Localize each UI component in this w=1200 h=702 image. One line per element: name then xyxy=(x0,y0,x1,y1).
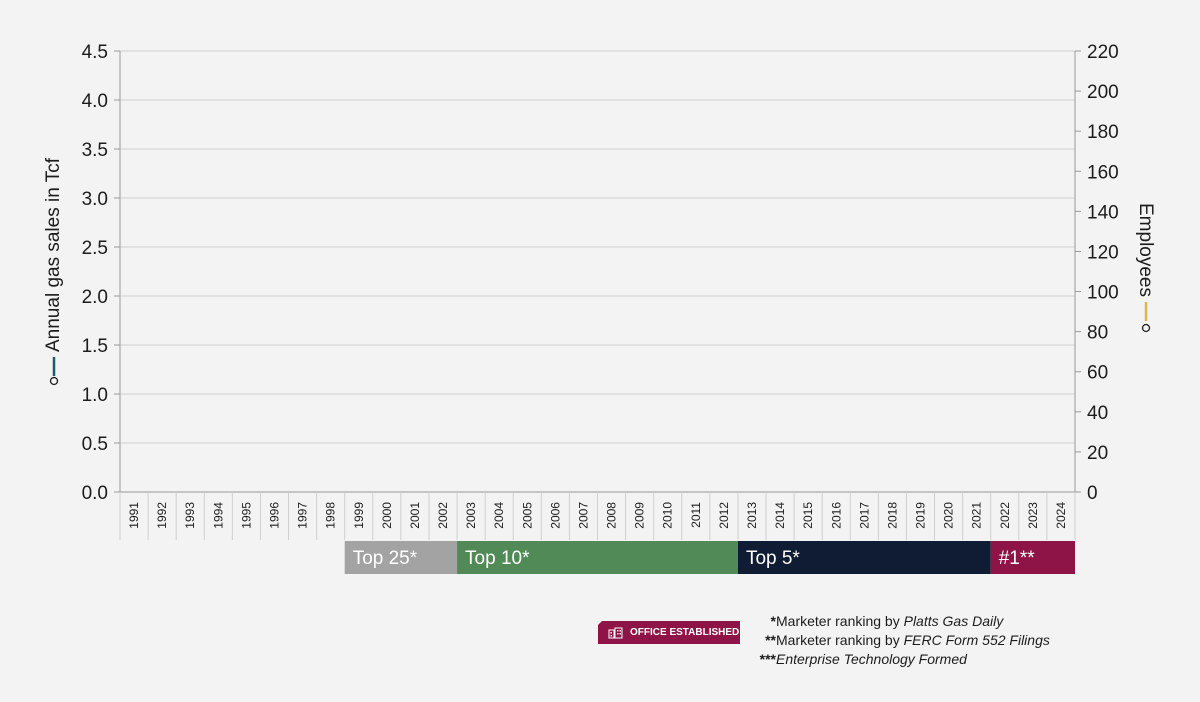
x-tick-label: 2002 xyxy=(436,502,450,529)
x-tick-label: 1995 xyxy=(239,502,253,529)
x-tick-label: 2008 xyxy=(605,502,619,529)
x-tick-label: 2001 xyxy=(408,502,422,529)
x-tick-label: 2018 xyxy=(885,502,899,529)
x-tick-label: 2021 xyxy=(970,502,984,529)
rank-band xyxy=(990,541,1075,574)
footnote-text: Marketer ranking by FERC Form 552 Filing… xyxy=(776,632,1050,648)
right-series-key-marker xyxy=(1141,323,1151,333)
y-right-tick-label: 200 xyxy=(1087,82,1119,103)
x-tick-label: 2003 xyxy=(464,502,478,529)
rank-band xyxy=(457,541,738,574)
office-established-badge: OFFICE ESTABLISHED xyxy=(598,621,740,644)
right-axis-title: Employees xyxy=(1135,203,1156,297)
x-tick-label: 1998 xyxy=(324,502,338,529)
x-tick-label: 2011 xyxy=(689,502,703,528)
footnote-mark: *** xyxy=(759,651,776,667)
rank-band-label: Top 5* xyxy=(746,548,800,569)
x-tick-label: 2016 xyxy=(829,502,843,529)
x-tick-label: 2006 xyxy=(548,502,562,529)
rank-band-label: Top 10* xyxy=(465,548,530,569)
rank-band xyxy=(737,541,991,574)
rank-bands: Top 25* Top 10* Top 5* #1** xyxy=(344,541,1075,574)
x-tick-label: 2022 xyxy=(998,502,1012,529)
y-left-tick-label: 1.0 xyxy=(82,385,108,406)
y-left-tick-label: 4.5 xyxy=(82,42,108,63)
rank-band-label: #1** xyxy=(999,548,1036,569)
y-right-tick-label: 60 xyxy=(1087,363,1108,384)
y-left-tick-label: 2.0 xyxy=(82,287,108,308)
x-tick-label: 2012 xyxy=(717,502,731,529)
footnotes: * Marketer ranking by Platts Gas Daily *… xyxy=(700,612,1050,669)
left-axis-title: Annual gas sales in Tcf xyxy=(43,157,64,352)
x-tick-label: 2023 xyxy=(1026,502,1040,529)
axis-titles: Annual gas sales in Tcf Employees xyxy=(43,157,1156,386)
footnote-mark: * xyxy=(770,613,776,629)
x-tick-label: 1997 xyxy=(296,502,310,529)
x-tick-label: 1992 xyxy=(155,502,169,529)
x-tick-label: 2013 xyxy=(745,502,759,529)
x-tick-label: 1999 xyxy=(352,502,366,529)
y-left-tick-label: 3.5 xyxy=(82,140,108,161)
y-right-tick-label: 100 xyxy=(1087,283,1119,304)
x-tick-label: 2005 xyxy=(520,502,534,529)
x-tick-label: 2000 xyxy=(380,502,394,529)
y-right-tick-label: 160 xyxy=(1087,162,1119,183)
x-tick-label: 2020 xyxy=(942,502,956,529)
x-tick-label: 1996 xyxy=(267,502,281,529)
x-tick-label: 2010 xyxy=(661,502,675,529)
x-tick-label: 2019 xyxy=(914,502,928,529)
x-tick-label: 2014 xyxy=(773,502,787,529)
x-tick-label: 2004 xyxy=(492,502,506,529)
y-left-tick-label: 3.0 xyxy=(82,189,108,210)
left-series-key-marker xyxy=(49,376,59,386)
x-tick-label: 2024 xyxy=(1054,502,1068,529)
y-left-tick-label: 0.0 xyxy=(82,483,108,504)
footnote-mark: ** xyxy=(765,632,776,648)
footnote: ** Marketer ranking by FERC Form 552 Fil… xyxy=(700,631,1050,650)
y-left-tick-label: 1.5 xyxy=(82,336,108,357)
y-right-tick-label: 20 xyxy=(1087,443,1108,464)
x-tick-label: 2017 xyxy=(857,502,871,529)
y-left-tick-label: 4.0 xyxy=(82,91,108,112)
y-left-tick-label: 2.5 xyxy=(82,238,108,259)
y-right-tick-label: 40 xyxy=(1087,403,1108,424)
rank-band-label: Top 25* xyxy=(353,548,418,569)
y-right-tick-label: 180 xyxy=(1087,122,1119,143)
building-icon xyxy=(608,627,623,638)
y-right-tick-label: 220 xyxy=(1087,42,1119,63)
footnote-text: Marketer ranking by Platts Gas Daily xyxy=(776,613,1004,629)
y-right-tick-label: 140 xyxy=(1087,202,1119,223)
left-y-axis-ticks: 0.0 0.5 1.0 1.5 2.0 2.5 3.0 3.5 4.0 4.5 xyxy=(82,42,120,504)
x-tick-label: 2009 xyxy=(633,502,647,529)
y-right-tick-label: 120 xyxy=(1087,242,1119,263)
x-tick-label: 1994 xyxy=(211,502,225,529)
x-tick-label: 1993 xyxy=(183,502,197,529)
gridlines xyxy=(120,50,1075,493)
badge-label: OFFICE ESTABLISHED xyxy=(630,627,740,638)
footnote-text: Enterprise Technology Formed xyxy=(776,651,967,667)
x-axis-ticks: 1991 1992 1993 1994 1995 1996 1997 1998 1999 2000… xyxy=(119,492,1076,540)
x-tick-label: 1991 xyxy=(127,502,141,529)
y-left-tick-label: 0.5 xyxy=(82,434,108,455)
axes xyxy=(119,51,1076,493)
footnote: *** Enterprise Technology Formed xyxy=(700,650,1050,669)
rank-band xyxy=(344,541,458,574)
x-tick-label: 2007 xyxy=(576,502,590,529)
right-y-axis-ticks: 0 20 40 60 80 100 120 140 160 180 200 220 xyxy=(1075,42,1119,504)
y-right-tick-label: 0 xyxy=(1087,483,1098,504)
footnote: * Marketer ranking by Platts Gas Daily xyxy=(700,612,1050,631)
x-tick-label: 2015 xyxy=(801,502,815,529)
y-right-tick-label: 80 xyxy=(1087,323,1108,344)
